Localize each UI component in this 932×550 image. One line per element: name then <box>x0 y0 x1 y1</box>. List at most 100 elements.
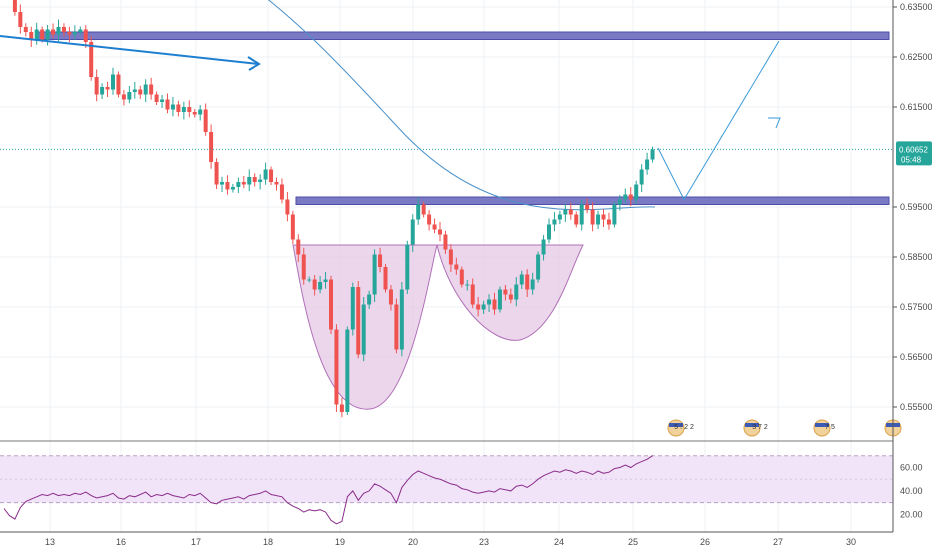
bar-countdown: 05:48 <box>901 155 922 164</box>
candle-body <box>563 209 568 215</box>
price-tick-label: 0.63500 <box>900 2 932 12</box>
candle-body <box>481 304 486 310</box>
candle-body <box>427 214 432 225</box>
trend-arrow-line[interactable] <box>0 35 259 65</box>
candle-body <box>557 214 562 220</box>
candle-body <box>78 29 83 32</box>
candle-body <box>105 87 110 90</box>
candle-body <box>579 204 584 225</box>
rsi-tick-label: 60.00 <box>900 462 923 472</box>
candle-body <box>405 244 410 290</box>
price-tick-label: 0.56500 <box>900 352 932 362</box>
projection-path[interactable] <box>657 40 780 201</box>
price-tick-label: 0.55500 <box>900 402 932 412</box>
candle-body <box>149 84 154 95</box>
price-tick-label: 0.58500 <box>900 252 932 262</box>
projection-arrow-head <box>768 117 781 129</box>
candle-body <box>470 284 475 305</box>
candle-body <box>487 299 492 305</box>
candle-body <box>318 282 323 290</box>
candle-body <box>307 279 312 281</box>
price-tick-label: 0.57500 <box>900 302 932 312</box>
candle-body <box>192 112 197 115</box>
candle-body <box>547 224 551 240</box>
candle-body <box>198 109 203 115</box>
time-tick-label: 30 <box>846 537 856 547</box>
candle-body <box>220 182 224 185</box>
candle-body <box>214 162 219 185</box>
trend-arrow-head <box>247 56 261 71</box>
resistance-zone[interactable] <box>35 31 890 40</box>
candle-body <box>252 177 257 182</box>
candle-body <box>628 194 633 200</box>
candle-body <box>51 29 56 35</box>
candle-body <box>617 199 622 205</box>
event-label: 3 7 2 <box>752 424 768 431</box>
candle-body <box>334 329 339 405</box>
candle-body <box>623 194 628 200</box>
economic-events[interactable]: 5 ⁝ 2 2 3 7 2 7 5 <box>667 419 902 437</box>
candle-body <box>356 287 361 355</box>
price-zones[interactable] <box>35 31 890 205</box>
rsi-indicator-pane <box>0 440 893 525</box>
candle-body <box>639 169 644 185</box>
candle-body <box>279 184 284 200</box>
flag-stripe <box>745 423 759 427</box>
candle-body <box>285 199 290 215</box>
candle-body <box>83 29 88 42</box>
candle-body <box>443 234 448 250</box>
candle-body <box>454 264 459 270</box>
event-badge[interactable]: 3 7 2 <box>743 419 768 437</box>
time-tick-label: 25 <box>628 537 638 547</box>
time-tick-label: 26 <box>700 537 710 547</box>
candle-body <box>225 182 230 190</box>
time-tick-label: 16 <box>116 537 126 547</box>
candle-body <box>312 279 317 290</box>
time-tick-label: 19 <box>335 537 345 547</box>
candle-body <box>508 294 513 300</box>
candle-body <box>29 32 34 40</box>
candle-body <box>154 94 159 102</box>
candle-body <box>503 289 508 295</box>
candle-body <box>181 107 186 112</box>
candle-body <box>23 27 28 32</box>
candle-body <box>530 279 535 290</box>
candle-body <box>247 177 252 185</box>
candle-body <box>143 84 148 95</box>
drawing-arrows[interactable] <box>0 35 893 201</box>
candle-body <box>12 0 17 12</box>
candle-body <box>378 254 383 267</box>
candle-body <box>100 87 105 95</box>
candle-body <box>230 187 235 190</box>
candle-body <box>203 109 208 132</box>
candle-body <box>514 284 519 300</box>
candle-body <box>601 214 606 220</box>
candle-body <box>258 179 263 182</box>
time-tick-label: 20 <box>408 537 418 547</box>
rsi-line <box>3 455 653 525</box>
candle-body <box>361 304 366 355</box>
candle-body <box>138 89 143 95</box>
candle-body <box>634 184 639 200</box>
candle-body <box>568 209 573 215</box>
flag-stripe <box>669 423 683 427</box>
candle-body <box>345 329 350 412</box>
event-badge[interactable]: 7 5 <box>813 419 835 437</box>
event-label: 7 5 <box>825 424 835 431</box>
candle-body <box>590 209 595 225</box>
candle-body <box>132 89 137 92</box>
candle-body <box>459 269 464 285</box>
last-price-value: 0.60652 <box>899 145 928 154</box>
candle-body <box>476 304 481 310</box>
candle-body <box>541 239 546 255</box>
candle-body <box>165 99 170 110</box>
rsi-tick-label: 20.00 <box>900 509 923 519</box>
candle-body <box>383 267 388 290</box>
candle-body <box>497 289 502 310</box>
candle-body <box>301 254 306 280</box>
candle-body <box>350 287 355 330</box>
candle-body <box>421 204 426 215</box>
candle-body <box>40 29 45 40</box>
event-badge[interactable]: 5 ⁝ 2 2 <box>667 419 694 437</box>
